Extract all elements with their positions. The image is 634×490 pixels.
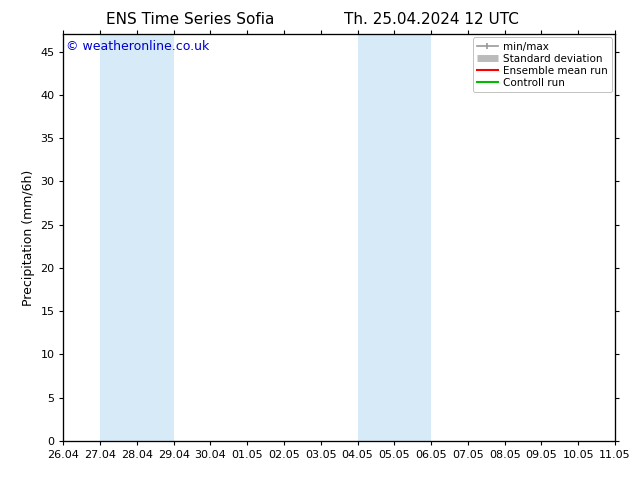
- Text: ENS Time Series Sofia: ENS Time Series Sofia: [106, 12, 275, 27]
- Bar: [358, 34, 431, 441]
- Bar: [615, 34, 634, 441]
- Bar: [100, 34, 174, 441]
- Text: Th. 25.04.2024 12 UTC: Th. 25.04.2024 12 UTC: [344, 12, 519, 27]
- Y-axis label: Precipitation (mm/6h): Precipitation (mm/6h): [22, 170, 35, 306]
- Text: © weatheronline.co.uk: © weatheronline.co.uk: [66, 40, 209, 53]
- Legend: min/max, Standard deviation, Ensemble mean run, Controll run: min/max, Standard deviation, Ensemble me…: [473, 37, 612, 92]
